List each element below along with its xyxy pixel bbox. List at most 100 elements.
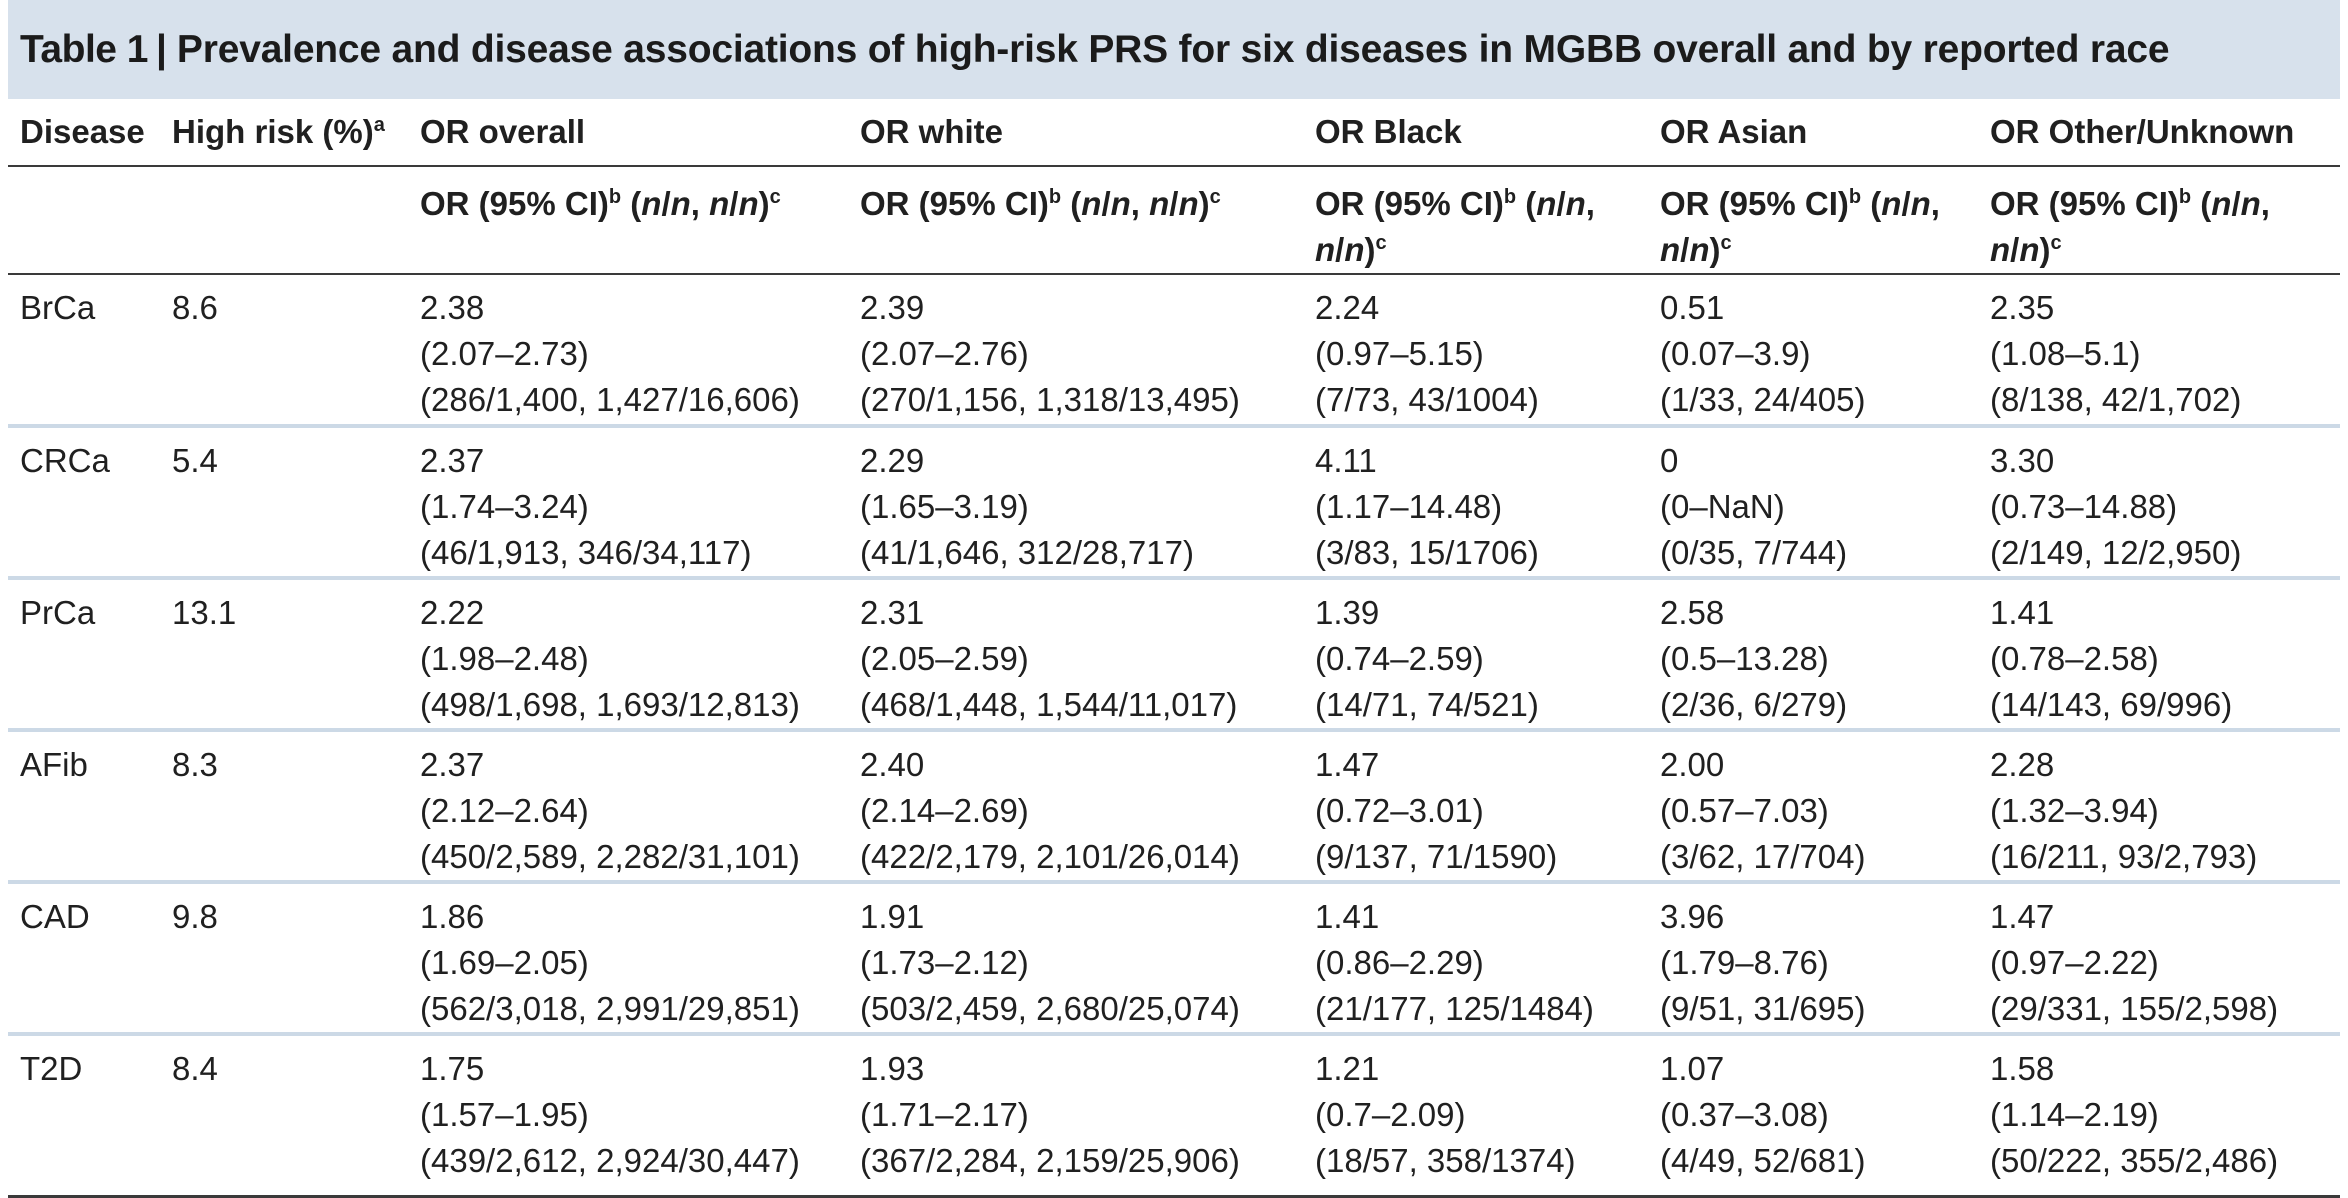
disease-cell: AFib xyxy=(8,730,160,884)
footnote-b: b xyxy=(1848,186,1862,208)
odds-ratio: 1.47 xyxy=(1990,898,2055,935)
case-counts: (562/3,018, 2,991/29,851) xyxy=(420,990,800,1027)
confidence-interval: (0.74–2.59) xyxy=(1315,640,1484,677)
confidence-interval: (0.72–3.01) xyxy=(1315,792,1484,829)
subheader-asian: OR (95% CI)b (n/n, n/n)c xyxy=(1648,166,1978,275)
odds-ratio: 0.51 xyxy=(1660,289,1725,326)
disease-cell: T2D xyxy=(20,1050,83,1087)
high-risk-cell: 13.1 xyxy=(160,578,408,732)
subheader-prefix: OR (95% CI) xyxy=(860,185,1049,222)
paren-open: ( xyxy=(1070,185,1082,222)
or-white-cell: 2.39 (2.07–2.76) (270/1,156, 1,318/13,495) xyxy=(848,274,1303,428)
odds-ratio: 1.21 xyxy=(1315,1050,1380,1087)
odds-ratio: 2.35 xyxy=(1990,289,2055,326)
paren-close: ) xyxy=(1198,185,1210,222)
subheader-white: OR (95% CI)b (n/n, n/n)c xyxy=(848,166,1303,275)
header-or-asian: OR Asian xyxy=(1648,99,1978,167)
slash: / xyxy=(1335,231,1345,268)
case-counts: (450/2,589, 2,282/31,101) xyxy=(420,838,800,875)
confidence-interval: (1.79–8.76) xyxy=(1660,944,1829,981)
or-black-cell: 1.39 (0.74–2.59) (14/71, 74/521) xyxy=(1303,578,1648,732)
table-row: CAD 9.8 1.86 (1.69–2.05) (562/3,018, 2,991/2… xyxy=(8,882,2340,1036)
confidence-interval: (1.08–5.1) xyxy=(1990,335,2141,372)
footnote-c: c xyxy=(1375,232,1387,254)
or-other-cell: 2.35 (1.08–5.1) (8/138, 42/1,702) xyxy=(1978,274,2340,428)
or-overall-cell: 2.22 (1.98–2.48) (498/1,698, 1,693/12,813) xyxy=(408,578,848,732)
confidence-interval: (1.57–1.95) xyxy=(420,1096,589,1133)
confidence-interval: (1.65–3.19) xyxy=(860,488,1029,525)
paren-open: ( xyxy=(1525,185,1537,222)
case-counts: (367/2,284, 2,159/25,906) xyxy=(860,1142,1240,1179)
n-italic: n xyxy=(1149,185,1170,222)
or-white-cell: 1.91 (1.73–2.12) (503/2,459, 2,680/25,074) xyxy=(848,882,1303,1036)
n-italic: n xyxy=(1565,185,1586,222)
slash: / xyxy=(2231,185,2241,222)
odds-ratio: 1.93 xyxy=(860,1050,925,1087)
case-counts: (0/35, 7/744) xyxy=(1660,534,1848,571)
confidence-interval: (0.73–14.88) xyxy=(1990,488,2178,525)
odds-ratio: 3.96 xyxy=(1660,898,1725,935)
case-counts: (3/62, 17/704) xyxy=(1660,838,1866,875)
table-row: AFib 8.3 2.37 (2.12–2.64) (450/2,589, 2,282/… xyxy=(8,730,2340,884)
odds-ratio: 1.07 xyxy=(1660,1050,1725,1087)
table-bottom-rule xyxy=(8,1195,2340,1198)
footnote-c: c xyxy=(1209,186,1221,208)
odds-ratio: 1.86 xyxy=(420,898,485,935)
comma: , xyxy=(1585,185,1595,222)
comma: , xyxy=(690,185,700,222)
case-counts: (1/33, 24/405) xyxy=(1660,381,1866,418)
header-or-black: OR Black xyxy=(1303,99,1648,167)
n-italic: n xyxy=(1660,231,1681,268)
slash: / xyxy=(1680,231,1690,268)
odds-ratio: 2.58 xyxy=(1660,594,1725,631)
or-white-cell: 2.31 (2.05–2.59) (468/1,448, 1,544/11,017) xyxy=(848,578,1303,732)
case-counts: (439/2,612, 2,924/30,447) xyxy=(420,1142,800,1179)
confidence-interval: (1.73–2.12) xyxy=(860,944,1029,981)
header-high-risk: High risk (%)a xyxy=(160,99,408,167)
case-counts: (3/83, 15/1706) xyxy=(1315,534,1539,571)
subheader-row: OR (95% CI)b (n/n, n/n)c OR (95% CI)b (n… xyxy=(8,166,2340,275)
n-italic: n xyxy=(2019,231,2040,268)
or-black-cell: 1.41 (0.86–2.29) (21/177, 125/1484) xyxy=(1303,882,1648,1036)
paren-open: ( xyxy=(630,185,642,222)
high-risk-cell: 8.4 xyxy=(172,1050,218,1087)
case-counts: (41/1,646, 312/28,717) xyxy=(860,534,1194,571)
confidence-interval: (0.97–5.15) xyxy=(1315,335,1484,372)
or-white-cell: 2.40 (2.14–2.69) (422/2,179, 2,101/26,014) xyxy=(848,730,1303,884)
case-counts: (18/57, 358/1374) xyxy=(1315,1142,1576,1179)
case-counts: (286/1,400, 1,427/16,606) xyxy=(420,381,800,418)
paren-close: ) xyxy=(758,185,770,222)
subheader-prefix: OR (95% CI) xyxy=(1990,185,2179,222)
n-italic: n xyxy=(1081,185,1102,222)
case-counts: (503/2,459, 2,680/25,074) xyxy=(860,990,1240,1027)
odds-ratio: 1.41 xyxy=(1315,898,1380,935)
case-counts: (9/51, 31/695) xyxy=(1660,990,1866,1027)
confidence-interval: (0.57–7.03) xyxy=(1660,792,1829,829)
or-black-cell: 2.24 (0.97–5.15) (7/73, 43/1004) xyxy=(1303,274,1648,428)
or-overall-cell: 1.86 (1.69–2.05) (562/3,018, 2,991/29,851) xyxy=(408,882,848,1036)
odds-ratio: 2.00 xyxy=(1660,746,1725,783)
odds-ratio: 1.41 xyxy=(1990,594,2055,631)
n-italic: n xyxy=(1689,231,1710,268)
subheader-other: OR (95% CI)b (n/n, n/n)c xyxy=(1978,166,2340,275)
confidence-interval: (1.98–2.48) xyxy=(420,640,589,677)
confidence-interval: (1.71–2.17) xyxy=(860,1096,1029,1133)
disease-cell: BrCa xyxy=(8,274,160,428)
or-black-cell: 1.21 (0.7–2.09) (18/57, 358/1374) xyxy=(1303,1034,1648,1186)
footnote-c: c xyxy=(1720,232,1732,254)
table-row: PrCa 13.1 2.22 (1.98–2.48) (498/1,698, 1,693… xyxy=(8,578,2340,732)
odds-ratio: 1.39 xyxy=(1315,594,1380,631)
confidence-interval: (2.07–2.73) xyxy=(420,335,589,372)
case-counts: (9/137, 71/1590) xyxy=(1315,838,1558,875)
header-or-other: OR Other/Unknown xyxy=(1978,99,2340,167)
high-risk-cell: 8.3 xyxy=(160,730,408,884)
case-counts: (46/1,913, 346/34,117) xyxy=(420,534,752,571)
table-title: Prevalence and disease associations of h… xyxy=(176,27,2170,71)
confidence-interval: (0.86–2.29) xyxy=(1315,944,1484,981)
high-risk-cell: 8.6 xyxy=(160,274,408,428)
comma: , xyxy=(2260,185,2270,222)
footnote-b: b xyxy=(1048,186,1062,208)
case-counts: (29/331, 155/2,598) xyxy=(1990,990,2279,1027)
slash: / xyxy=(1169,185,1179,222)
case-counts: (14/71, 74/521) xyxy=(1315,686,1539,723)
